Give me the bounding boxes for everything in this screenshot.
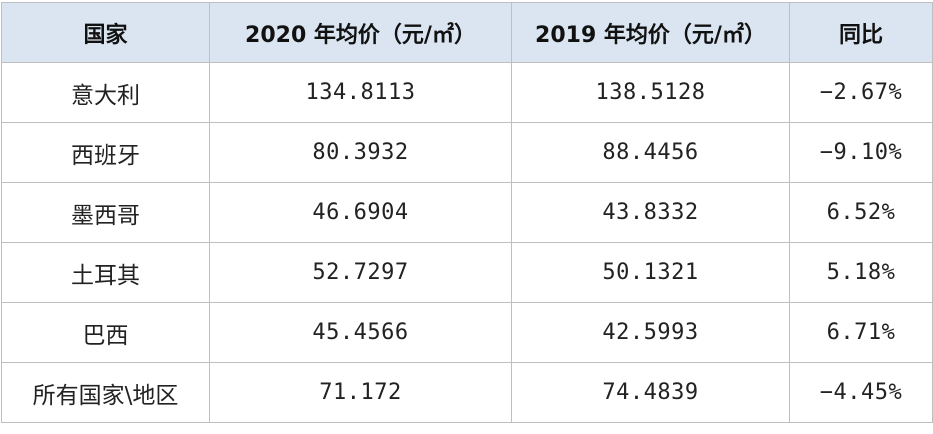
cell-yoy: −4.45% xyxy=(789,362,933,423)
table-header: 国家 2020 年均价（元/㎡） 2019 年均价（元/㎡） 同比 xyxy=(1,2,933,63)
cell-price-2020: 134.8113 xyxy=(209,62,512,123)
cell-yoy: 6.71% xyxy=(789,302,933,363)
cell-price-2020: 80.3932 xyxy=(209,122,512,183)
table-body: 意大利 134.8113 138.5128 −2.67% 西班牙 80.3932… xyxy=(1,62,933,423)
cell-country: 意大利 xyxy=(1,62,210,123)
cell-country: 西班牙 xyxy=(1,122,210,183)
cell-country: 巴西 xyxy=(1,302,210,363)
cell-country: 墨西哥 xyxy=(1,182,210,243)
cell-yoy: −9.10% xyxy=(789,122,933,183)
cell-price-2019: 50.1321 xyxy=(511,242,790,303)
cell-price-2019: 88.4456 xyxy=(511,122,790,183)
table-row: 巴西 45.4566 42.5993 6.71% xyxy=(1,302,933,363)
header-country: 国家 xyxy=(1,2,210,63)
header-price-2020: 2020 年均价（元/㎡） xyxy=(209,2,512,63)
header-yoy: 同比 xyxy=(789,2,933,63)
cell-country: 土耳其 xyxy=(1,242,210,303)
cell-price-2020: 46.6904 xyxy=(209,182,512,243)
table-row: 西班牙 80.3932 88.4456 −9.10% xyxy=(1,122,933,183)
cell-country: 所有国家\地区 xyxy=(1,362,210,423)
table-row: 所有国家\地区 71.172 74.4839 −4.45% xyxy=(1,362,933,423)
cell-price-2020: 71.172 xyxy=(209,362,512,423)
cell-yoy: 5.18% xyxy=(789,242,933,303)
price-table: 国家 2020 年均价（元/㎡） 2019 年均价（元/㎡） 同比 意大利 13… xyxy=(1,2,933,423)
cell-price-2020: 52.7297 xyxy=(209,242,512,303)
header-row: 国家 2020 年均价（元/㎡） 2019 年均价（元/㎡） 同比 xyxy=(1,2,933,63)
cell-price-2019: 43.8332 xyxy=(511,182,790,243)
cell-price-2019: 138.5128 xyxy=(511,62,790,123)
table-row: 意大利 134.8113 138.5128 −2.67% xyxy=(1,62,933,123)
cell-price-2019: 74.4839 xyxy=(511,362,790,423)
cell-yoy: −2.67% xyxy=(789,62,933,123)
table-row: 土耳其 52.7297 50.1321 5.18% xyxy=(1,242,933,303)
cell-yoy: 6.52% xyxy=(789,182,933,243)
cell-price-2019: 42.5993 xyxy=(511,302,790,363)
cell-price-2020: 45.4566 xyxy=(209,302,512,363)
table-row: 墨西哥 46.6904 43.8332 6.52% xyxy=(1,182,933,243)
header-price-2019: 2019 年均价（元/㎡） xyxy=(511,2,790,63)
